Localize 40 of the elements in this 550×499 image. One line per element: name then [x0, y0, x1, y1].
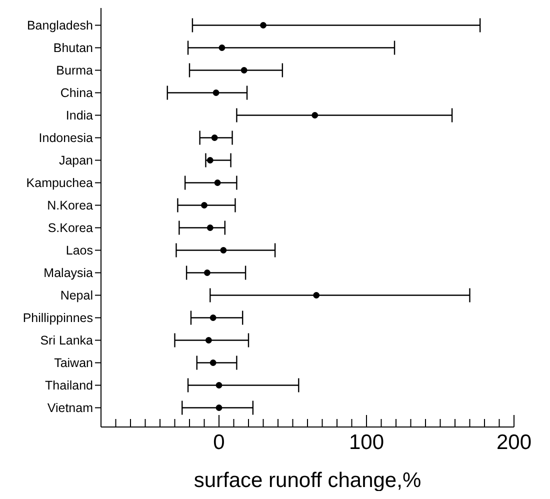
point	[218, 44, 226, 51]
point	[204, 270, 210, 276]
point	[210, 314, 216, 321]
x-tick-label: 0	[213, 431, 225, 454]
y-tick-label: S.Korea	[48, 221, 94, 236]
point	[220, 247, 227, 254]
point	[313, 292, 320, 298]
y-tick-label: Phillippinnes	[22, 311, 93, 326]
point	[216, 382, 222, 388]
y-tick-label: Burma	[56, 64, 94, 78]
y-tick-label: Japan	[58, 154, 94, 168]
y-tick-label: Thailand	[45, 378, 94, 393]
point	[206, 157, 214, 164]
point	[206, 224, 214, 231]
point	[216, 404, 222, 411]
point	[205, 337, 212, 344]
y-tick-label: Laos	[66, 244, 93, 258]
x-axis-title: surface runoff change,%	[194, 469, 422, 492]
x-tick-label: 200	[496, 431, 532, 454]
point	[214, 180, 221, 186]
point	[210, 360, 216, 366]
y-tick-label: India	[66, 108, 94, 123]
y-tick-label: Bangladesh	[26, 18, 94, 33]
y-tick-label: N.Korea	[47, 198, 94, 213]
y-tick-label: Malaysia	[44, 266, 94, 280]
point	[312, 112, 318, 118]
point	[240, 67, 248, 74]
y-tick-label: Kampuchea	[26, 176, 94, 190]
x-tick-label: 100	[348, 431, 384, 454]
y-tick-label: Bhutan	[53, 41, 94, 56]
point	[260, 22, 266, 28]
y-tick-label: Sri Lanka	[40, 334, 94, 348]
y-tick-label: Indonesia	[38, 131, 94, 146]
point	[211, 134, 218, 141]
y-tick-label: Taiwan	[54, 356, 94, 370]
y-tick-label: Vietnam	[47, 401, 93, 416]
y-tick-label: China	[60, 86, 94, 100]
y-tick-label: Nepal	[60, 288, 93, 303]
point	[201, 202, 208, 208]
point	[212, 90, 220, 96]
